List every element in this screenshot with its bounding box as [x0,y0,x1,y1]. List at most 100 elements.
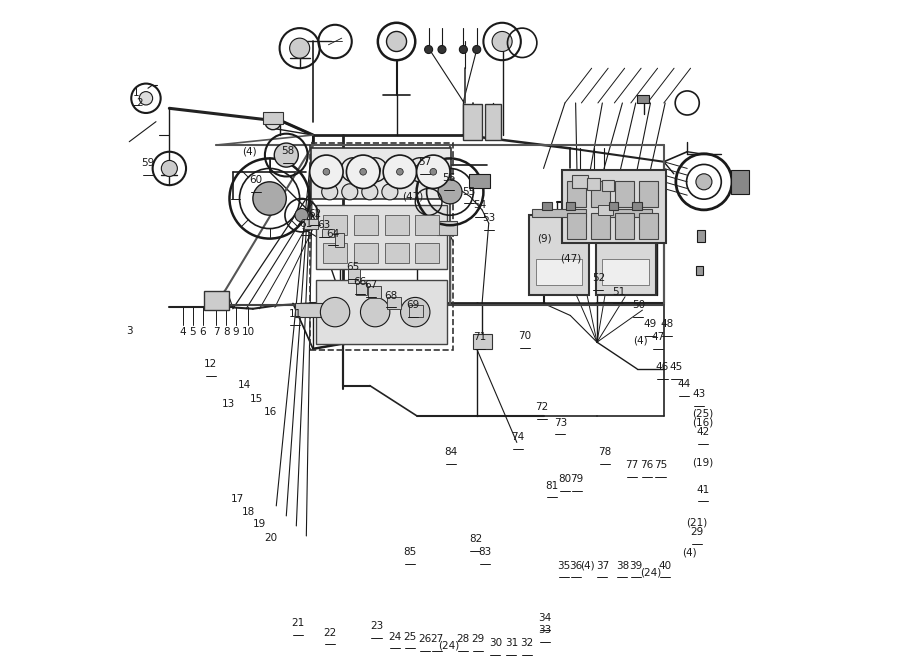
Text: 16: 16 [265,407,277,417]
Bar [469,174,491,189]
Text: (24): (24) [640,568,662,578]
Text: 82: 82 [469,534,482,544]
Circle shape [140,92,153,105]
Text: 12: 12 [204,359,218,369]
Text: 5: 5 [189,327,196,337]
Text: 51: 51 [612,287,625,297]
Bar [565,202,575,210]
Bar [567,213,586,239]
Text: 18: 18 [241,507,255,517]
Circle shape [425,46,433,54]
Text: 83: 83 [478,548,491,558]
Circle shape [318,158,342,182]
Bar [637,95,649,103]
Text: 44: 44 [678,379,690,389]
Circle shape [438,46,446,54]
Text: 81: 81 [544,480,558,491]
Circle shape [362,184,378,200]
Text: 50: 50 [632,300,645,310]
Circle shape [360,168,366,175]
Text: 42: 42 [696,427,709,437]
Text: (16): (16) [692,418,713,427]
Text: 77: 77 [626,460,638,470]
Text: 55: 55 [462,187,475,197]
Bar [562,170,666,244]
Bar [633,202,642,210]
Text: (21): (21) [687,518,708,528]
Text: 23: 23 [370,621,383,631]
Bar [567,181,586,207]
Text: 49: 49 [644,319,657,329]
Circle shape [430,168,436,175]
Bar [615,181,634,207]
Bar [485,103,501,140]
Text: 84: 84 [445,447,458,457]
Text: 46: 46 [656,362,669,372]
Circle shape [415,164,426,175]
Text: 65: 65 [346,262,360,272]
Text: (4): (4) [633,336,648,346]
Text: 68: 68 [384,291,398,301]
Text: 76: 76 [641,460,653,470]
Circle shape [253,182,286,215]
Text: (4): (4) [580,561,595,571]
Text: (4): (4) [242,146,256,156]
Circle shape [472,46,481,54]
Text: 26: 26 [418,634,431,644]
Circle shape [265,113,281,130]
Circle shape [417,155,450,189]
Circle shape [341,158,365,182]
Text: 52: 52 [591,273,605,283]
Text: 79: 79 [571,474,583,484]
Text: 6: 6 [200,327,206,337]
Text: 43: 43 [692,389,706,399]
Circle shape [696,174,712,190]
Text: 39: 39 [629,561,643,571]
Bar [587,178,600,190]
Text: 33: 33 [538,625,552,635]
Bar [204,291,230,310]
Text: 7: 7 [212,327,220,337]
Text: 2: 2 [136,99,142,108]
Text: 20: 20 [265,533,277,543]
Bar [348,268,361,283]
Text: 56: 56 [442,173,455,183]
Bar [310,143,454,350]
Bar [696,266,703,275]
Text: 32: 32 [520,638,534,648]
Text: 11: 11 [288,309,302,319]
Text: 34: 34 [538,613,552,623]
Bar [591,181,609,207]
Text: 72: 72 [536,403,549,413]
Bar [304,219,318,229]
Text: (24): (24) [438,641,459,651]
Text: 54: 54 [473,200,487,210]
Bar [415,215,439,236]
Text: 30: 30 [489,638,502,648]
Bar [436,221,456,236]
Bar [532,209,586,217]
Bar [311,148,451,199]
Text: 75: 75 [654,460,667,470]
Circle shape [347,164,358,175]
Text: 17: 17 [231,494,244,504]
Circle shape [321,184,338,200]
Text: 14: 14 [238,380,251,391]
Text: 9: 9 [233,327,239,337]
Text: 64: 64 [327,229,339,239]
Bar [323,244,347,263]
Text: 45: 45 [670,362,682,372]
Text: (19): (19) [692,458,713,468]
Bar [609,202,618,210]
Text: 21: 21 [291,618,304,628]
Circle shape [370,164,381,175]
Circle shape [386,158,410,182]
Text: 78: 78 [598,447,612,457]
Text: 60: 60 [249,175,263,185]
Bar [317,205,446,268]
Bar [529,215,589,295]
Text: 47: 47 [652,332,665,342]
Bar [698,230,706,242]
Text: (47): (47) [402,192,424,202]
Bar [599,209,652,217]
